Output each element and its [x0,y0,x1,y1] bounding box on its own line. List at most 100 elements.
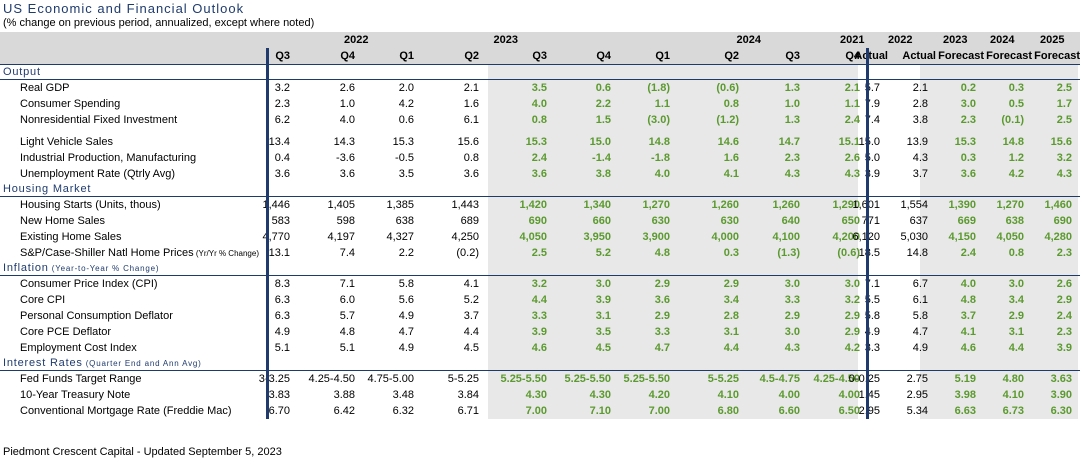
table-cell: 2.95 [906,389,928,401]
table-cell: 4.6 [960,342,976,354]
table-cell: 1.1 [654,98,670,110]
table-cell: 669 [957,215,976,227]
table-cell: 6.73 [1002,405,1024,417]
forecast-shade [488,65,858,419]
table-cell: 2.5 [1056,114,1072,126]
table-cell: (0.2) [456,247,479,259]
table-cell: 3.1 [723,326,739,338]
table-cell: 4.2 [844,342,860,354]
row-label: Consumer Spending [20,98,121,110]
table-cell: 5.19 [954,373,976,385]
table-cell: 3.8 [912,114,928,126]
table-cell: 4,327 [386,231,414,243]
table-cell: 4.8 [654,247,670,259]
header-period: Q4 [596,50,611,62]
table-cell: 2.6 [844,152,860,164]
table-cell: 14.7 [778,136,800,148]
table-cell: 7.4 [339,247,355,259]
table-cell: 3.48 [392,389,414,401]
table-cell: 3.7 [463,310,479,322]
table-cell: 4,200 [832,231,860,243]
table-cell: (1.8) [647,82,670,94]
table-row: Industrial Production, Manufacturing 0.4 -… [0,150,1080,166]
table-cell: 4.9 [398,310,414,322]
table-row: Light Vehicle Sales 13.4 14.3 15.3 15.6 15.3 1… [0,134,1080,150]
header-year: 2025 [1040,34,1065,46]
table-cell: 14.3 [333,136,355,148]
row-label: Real GDP [20,82,70,94]
table-cell: 630 [651,215,670,227]
table-cell: 1.6 [723,152,739,164]
table-cell: 3.2 [844,294,860,306]
table-cell: (3.0) [647,114,670,126]
table-cell: 3.90 [1050,389,1072,401]
table-cell: 4.3 [844,168,860,180]
table-cell: 1,260 [711,199,739,211]
table-cell: 4.2 [1008,168,1024,180]
column-divider [866,48,869,419]
table-row: Consumer Spending 2.3 1.0 4.2 1.6 4.0 2.2 1.1 0.… [0,96,1080,112]
table-cell: 4,250 [451,231,479,243]
table-cell: 1,260 [772,199,800,211]
table-cell: 6.1 [463,114,479,126]
table-cell: -1.4 [592,152,611,164]
table-cell: 5.6 [398,294,414,306]
table-cell: 3.7 [912,168,928,180]
table-cell: 637 [909,215,928,227]
table-row: Consumer Price Index (CPI) 8.3 7.1 5.8 4.1 3.… [0,276,1080,292]
table-cell: 5,030 [900,231,928,243]
header-year: 2022 [888,34,913,46]
table-cell: 640 [781,215,800,227]
table-cell: 3.0 [844,278,860,290]
table-cell: 2.5 [1056,82,1072,94]
table-cell: 0.2 [960,82,976,94]
table-cell: 4.9 [274,326,290,338]
table-cell: 650 [841,215,860,227]
table-cell: 4.7 [912,326,928,338]
header-period: Q2 [724,50,739,62]
table-cell: 2.9 [1056,294,1072,306]
table-cell: 15.1 [838,136,860,148]
table-cell: 0-0.25 [848,373,880,385]
section-header: Housing Market [0,182,1080,197]
table-cell: 2.4 [844,114,860,126]
table-cell: 5-5.25 [707,373,739,385]
row-label: Employment Cost Index [20,342,137,354]
table-cell: 1,420 [519,199,547,211]
header-period: Forecast [938,50,984,62]
table-cell: 13.4 [268,136,290,148]
table-cell: 4.7 [654,342,670,354]
header-years-row: 2022 2023 2024 2021 2022 2023 2024 2025 [0,32,1080,48]
table-cell: 4,280 [1044,231,1072,243]
table-cell: 15.0 [589,136,611,148]
row-label: Existing Home Sales [20,231,122,243]
section-header: Output [0,65,1080,80]
table-cell: 5.25-5.50 [564,373,611,385]
table-cell: 3.0 [960,98,976,110]
table-cell: 7.1 [339,278,355,290]
table-cell: 638 [1005,215,1024,227]
table-cell: 2.1 [912,82,928,94]
table-cell: 2.9 [723,278,739,290]
table-cell: 0.3 [1008,82,1024,94]
table-cell: 0.8 [531,114,547,126]
table-cell: 4.0 [339,114,355,126]
table-cell: 4.9 [398,342,414,354]
table-cell: 4.20 [648,389,670,401]
table-cell: 3.4 [723,294,739,306]
table-cell: 1.3 [784,82,800,94]
table-cell: 14.6 [717,136,739,148]
table-cell: 4.0 [531,98,547,110]
table-cell: 5.2 [595,247,611,259]
table-cell: 1.1 [844,98,860,110]
row-label: Nonresidential Fixed Investment [20,114,178,126]
section-header: Interest Rates (Quarter End and Ann Avg) [0,356,1080,371]
table-cell: 638 [395,215,414,227]
table-cell: 3.6 [463,168,479,180]
table-row: Personal Consumption Deflator 6.3 5.7 4.9 3.… [0,308,1080,324]
header-period-row: Q3 Q4 Q1 Q2 Q3 Q4 Q1 Q2 Q3 Q4 Actual Actual Forecast… [0,48,1080,65]
table-cell: 1,270 [642,199,670,211]
table-cell: 4.00 [838,389,860,401]
table-cell: 3.0 [784,278,800,290]
table-cell: 690 [1053,215,1072,227]
